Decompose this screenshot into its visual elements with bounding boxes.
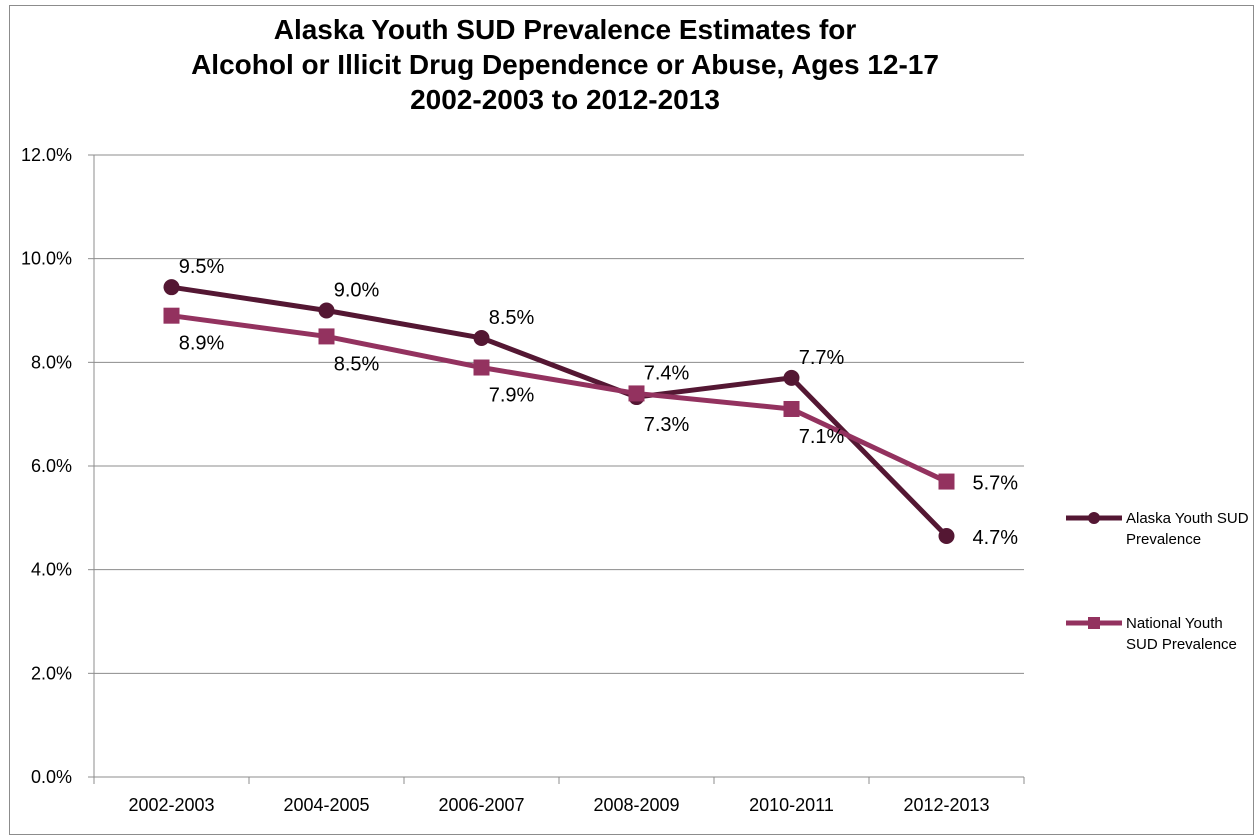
data-point-national (163, 307, 180, 324)
data-point-alaska (318, 302, 335, 319)
x-tick-label: 2002-2003 (128, 795, 214, 815)
y-tick-label: 0.0% (31, 767, 72, 787)
data-label-national: 7.4% (644, 362, 690, 384)
data-point-national (473, 359, 490, 376)
data-point-national (783, 400, 800, 417)
x-tick-label: 2006-2007 (438, 795, 524, 815)
data-point-national (628, 385, 645, 402)
data-point-alaska (163, 279, 180, 296)
x-tick-label: 2012-2013 (903, 795, 989, 815)
data-point-national (318, 328, 335, 345)
data-label-national: 7.9% (489, 385, 535, 407)
y-tick-label: 12.0% (21, 145, 72, 165)
x-tick-label: 2004-2005 (283, 795, 369, 815)
chart-title-line-2: Alcohol or Illicit Drug Dependence or Ab… (191, 49, 939, 80)
data-point-national (938, 473, 955, 490)
y-tick-label: 8.0% (31, 352, 72, 372)
chart-title: Alaska Youth SUD Prevalence Estimates fo… (0, 12, 1130, 117)
data-label-national: 5.7% (973, 473, 1019, 495)
series-line-alaska (171, 284, 949, 538)
data-label-alaska: 7.7% (799, 347, 845, 369)
legend-label-national: National Youth SUD Prevalence (1126, 615, 1237, 653)
data-point-alaska (473, 329, 490, 346)
data-label-national: 8.5% (334, 353, 380, 375)
chart-title-line-3: 2002-2003 to 2012-2013 (410, 84, 720, 115)
y-tick-label: 10.0% (21, 249, 72, 269)
x-tick-label: 2008-2009 (593, 795, 679, 815)
data-point-alaska (938, 527, 955, 544)
data-label-national: 8.9% (179, 333, 225, 355)
data-label-alaska: 9.0% (334, 280, 380, 302)
legend-swatch-alaska (1066, 512, 1122, 524)
y-tick-label: 6.0% (31, 456, 72, 476)
data-point-alaska (783, 369, 800, 386)
series-line-national (171, 313, 948, 484)
data-label-alaska: 8.5% (489, 307, 535, 329)
legend-swatch-national (1066, 617, 1122, 629)
data-label-national: 7.1% (799, 426, 845, 448)
data-label-alaska: 7.3% (644, 414, 690, 436)
data-label-alaska: 4.7% (973, 527, 1019, 549)
data-label-alaska: 9.5% (179, 256, 225, 278)
y-tick-label: 4.0% (31, 560, 72, 580)
chart-title-line-1: Alaska Youth SUD Prevalence Estimates fo… (273, 14, 857, 45)
x-tick-label: 2010-2011 (749, 795, 834, 815)
legend-label-alaska: Alaska Youth SUD Prevalence (1126, 510, 1249, 548)
y-tick-label: 2.0% (31, 663, 72, 683)
